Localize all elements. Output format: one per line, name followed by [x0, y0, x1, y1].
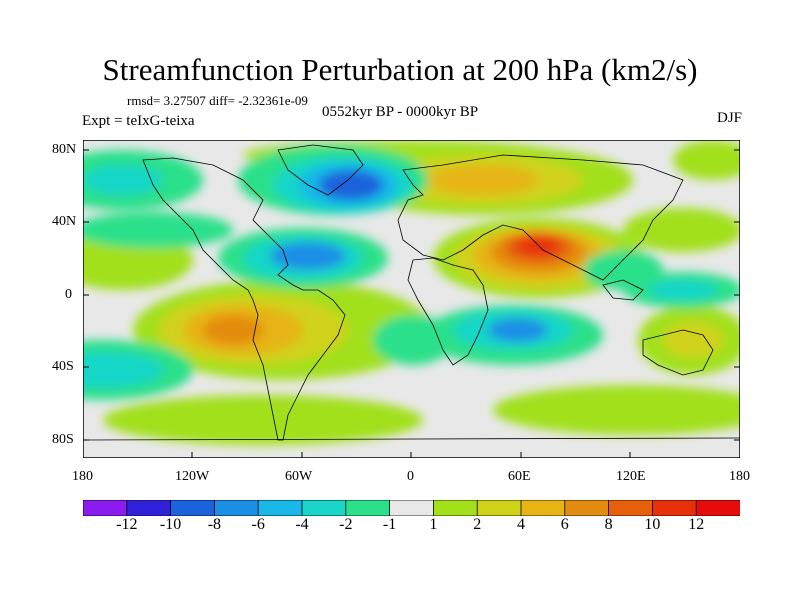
lat-label-40s: 40S: [52, 359, 74, 374]
colorbar-cell: [652, 500, 698, 516]
colorbar-cell: [257, 500, 303, 516]
lon-label-180e: 180: [729, 469, 750, 484]
colorbar-cell: [213, 500, 260, 516]
colorbar-label: -4: [295, 516, 309, 533]
lat-label-0: 0: [65, 287, 72, 302]
colorbar-label: -2: [339, 516, 353, 533]
colorbar-label: 12: [688, 516, 705, 533]
stats-label: rmsd= 3.27507 diff= -2.32361e-09: [127, 93, 308, 108]
coastlines: [83, 144, 740, 441]
colorbar-cell: [345, 500, 391, 516]
streamfunction-map: [83, 140, 740, 458]
colorbar-cell: [520, 500, 566, 516]
colorbar: [83, 500, 740, 516]
colorbar-cell: [476, 500, 522, 516]
lon-label-180w: 180: [72, 469, 93, 484]
lat-label-80s: 80S: [52, 432, 74, 447]
colorbar-label: 2: [473, 516, 482, 533]
colorbar-label: 1: [429, 516, 438, 533]
lon-label-0: 0: [407, 469, 414, 484]
colorbar-label: -10: [159, 516, 182, 533]
colorbar-label: 10: [644, 516, 661, 533]
period-label: 0552kyr BP - 0000kyr BP: [321, 104, 479, 120]
colorbar-label: -8: [207, 516, 222, 533]
lat-label-80n: 80N: [52, 142, 77, 157]
colorbar-label: -12: [116, 516, 138, 533]
season-label: DJF: [716, 110, 742, 126]
colorbar-cell: [301, 500, 347, 516]
chart-title: Streamfunction Perturbation at 200 hPa (…: [102, 52, 698, 87]
colorbar-label: 8: [604, 516, 613, 533]
colorbar-cell: [83, 500, 128, 516]
colorbar-cell: [389, 500, 435, 516]
lon-label-60e: 60E: [508, 469, 531, 484]
colorbar-cell: [126, 500, 172, 516]
experiment-label: Expt = teIxG-teixa: [82, 113, 195, 129]
colorbar-label: 4: [517, 516, 525, 533]
lat-label-40n: 40N: [52, 214, 77, 229]
lon-label-120e: 120E: [616, 469, 646, 484]
colorbar-cell: [695, 500, 740, 516]
lon-label-60w: 60W: [285, 469, 313, 484]
colorbar-cell: [432, 500, 479, 516]
colorbar-label: 6: [560, 516, 569, 533]
colorbar-cell: [608, 500, 654, 516]
colorbar-cell: [170, 500, 216, 516]
contour-fields: [83, 140, 740, 445]
lon-label-120w: 120W: [175, 469, 210, 484]
colorbar-label: -1: [382, 516, 397, 533]
axis-ticks: [83, 149, 740, 458]
colorbar-cell: [564, 500, 610, 516]
colorbar-label: -6: [251, 516, 265, 533]
